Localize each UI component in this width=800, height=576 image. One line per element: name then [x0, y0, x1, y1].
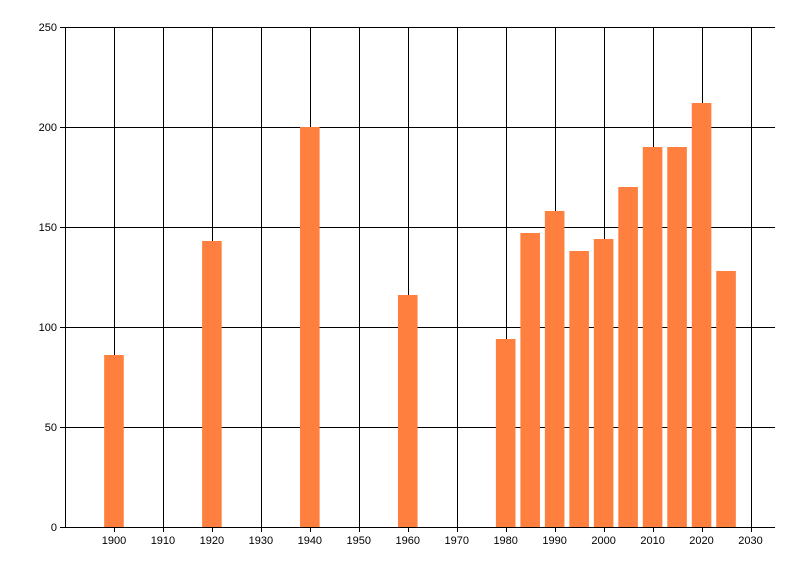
- x-tick-label: 1900: [102, 535, 126, 547]
- bar: [593, 239, 614, 527]
- tick-label-layer: 1900 1910 1920 1930 1940 1950 1960 1970 1980 1990…: [39, 22, 763, 547]
- x-tick-label: 1910: [151, 535, 175, 547]
- y-tick-label: 100: [39, 322, 57, 334]
- x-tick-label: 1950: [347, 535, 371, 547]
- x-tick-label: 2020: [689, 535, 713, 547]
- x-tick-label: 1980: [493, 535, 517, 547]
- bar: [691, 103, 712, 527]
- y-tick-label: 0: [51, 522, 57, 534]
- x-tick-label: 2030: [738, 535, 762, 547]
- bar: [104, 355, 124, 527]
- bar: [202, 241, 222, 527]
- x-tick-label: 1970: [444, 535, 468, 547]
- bar: [716, 271, 736, 527]
- axis-layer: [60, 27, 775, 532]
- y-tick-label: 150: [39, 222, 57, 234]
- bar: [667, 147, 687, 527]
- x-tick-label: 1990: [542, 535, 566, 547]
- bar: [642, 147, 663, 527]
- x-tick-label: 2000: [591, 535, 615, 547]
- y-tick-label: 250: [39, 22, 57, 34]
- bar: [300, 127, 320, 527]
- bar: [520, 233, 540, 527]
- bar-layer: [104, 103, 736, 527]
- x-tick-label: 1960: [396, 535, 420, 547]
- y-tick-label: 200: [39, 122, 57, 134]
- y-tick-label: 50: [45, 422, 57, 434]
- x-tick-label: 1930: [249, 535, 273, 547]
- x-tick-label: 1920: [200, 535, 224, 547]
- bar: [495, 339, 516, 527]
- bar: [569, 251, 589, 527]
- bar: [618, 187, 638, 527]
- bar: [544, 211, 565, 527]
- x-tick-label: 2010: [640, 535, 664, 547]
- x-tick-label: 1940: [298, 535, 322, 547]
- bar: [397, 295, 418, 527]
